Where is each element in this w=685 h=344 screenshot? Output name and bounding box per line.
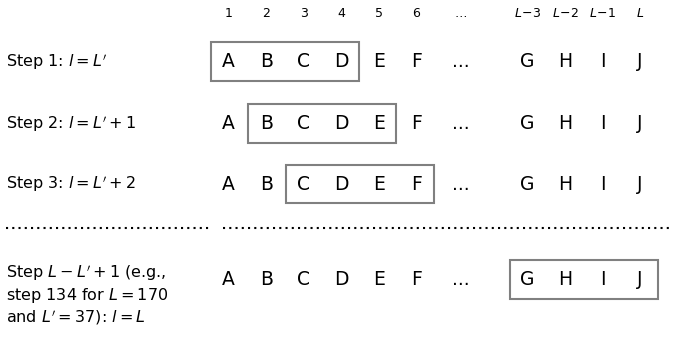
Text: D: D xyxy=(334,52,349,71)
Text: ...: ... xyxy=(452,52,469,71)
Text: Step $L - L' + 1$ (e.g.,
step 134 for $L = 170$
and $L' = 37$): $l = L$: Step $L - L' + 1$ (e.g., step 134 for $L… xyxy=(6,263,169,327)
Text: F: F xyxy=(410,114,421,133)
Text: A: A xyxy=(223,174,235,194)
Text: ...: ... xyxy=(452,114,469,133)
Text: B: B xyxy=(260,174,273,194)
Text: Step 2: $l = L' + 1$: Step 2: $l = L' + 1$ xyxy=(6,114,136,134)
Text: D: D xyxy=(334,114,349,133)
Text: E: E xyxy=(373,270,384,289)
Text: E: E xyxy=(373,174,384,194)
Text: H: H xyxy=(558,52,572,71)
Text: I: I xyxy=(599,114,606,133)
Text: C: C xyxy=(297,52,310,71)
Text: G: G xyxy=(521,270,535,289)
Text: 3: 3 xyxy=(300,7,308,20)
Text: E: E xyxy=(373,52,384,71)
Text: I: I xyxy=(599,270,606,289)
Text: ...: ... xyxy=(452,270,469,289)
Text: B: B xyxy=(260,114,273,133)
Text: 4: 4 xyxy=(337,7,345,20)
Text: C: C xyxy=(297,114,310,133)
Text: G: G xyxy=(521,114,535,133)
Text: D: D xyxy=(334,174,349,194)
Text: $L\!-\!2$: $L\!-\!2$ xyxy=(551,7,578,20)
Text: Step 3: $l = L' + 2$: Step 3: $l = L' + 2$ xyxy=(6,174,136,194)
Text: ...: ... xyxy=(452,174,469,194)
Text: A: A xyxy=(223,270,235,289)
Text: F: F xyxy=(410,52,421,71)
Text: H: H xyxy=(558,174,572,194)
Text: J: J xyxy=(637,114,643,133)
Text: I: I xyxy=(599,174,606,194)
Text: E: E xyxy=(373,114,384,133)
Text: 6: 6 xyxy=(412,7,420,20)
Text: J: J xyxy=(637,174,643,194)
Text: C: C xyxy=(297,270,310,289)
Text: J: J xyxy=(637,52,643,71)
Text: Step 1: $l = L'$: Step 1: $l = L'$ xyxy=(6,52,107,72)
Text: C: C xyxy=(297,174,310,194)
Text: G: G xyxy=(521,174,535,194)
Text: $L$: $L$ xyxy=(636,7,644,20)
Text: A: A xyxy=(223,114,235,133)
Text: B: B xyxy=(260,52,273,71)
Bar xyxy=(249,105,397,143)
Text: D: D xyxy=(334,270,349,289)
Text: F: F xyxy=(410,174,421,194)
Text: $L\!-\!3$: $L\!-\!3$ xyxy=(514,7,541,20)
Text: A: A xyxy=(223,52,235,71)
Bar xyxy=(211,42,359,81)
Text: H: H xyxy=(558,114,572,133)
Text: G: G xyxy=(521,52,535,71)
Text: 5: 5 xyxy=(375,7,383,20)
Text: B: B xyxy=(260,270,273,289)
Text: 2: 2 xyxy=(262,7,270,20)
Text: $L\!-\!1$: $L\!-\!1$ xyxy=(589,7,616,20)
Bar xyxy=(510,260,658,299)
Text: I: I xyxy=(599,52,606,71)
Text: F: F xyxy=(410,270,421,289)
Text: 1: 1 xyxy=(225,7,233,20)
Text: H: H xyxy=(558,270,572,289)
Text: J: J xyxy=(637,270,643,289)
Text: $\ldots$: $\ldots$ xyxy=(454,7,467,20)
Bar xyxy=(286,165,434,203)
